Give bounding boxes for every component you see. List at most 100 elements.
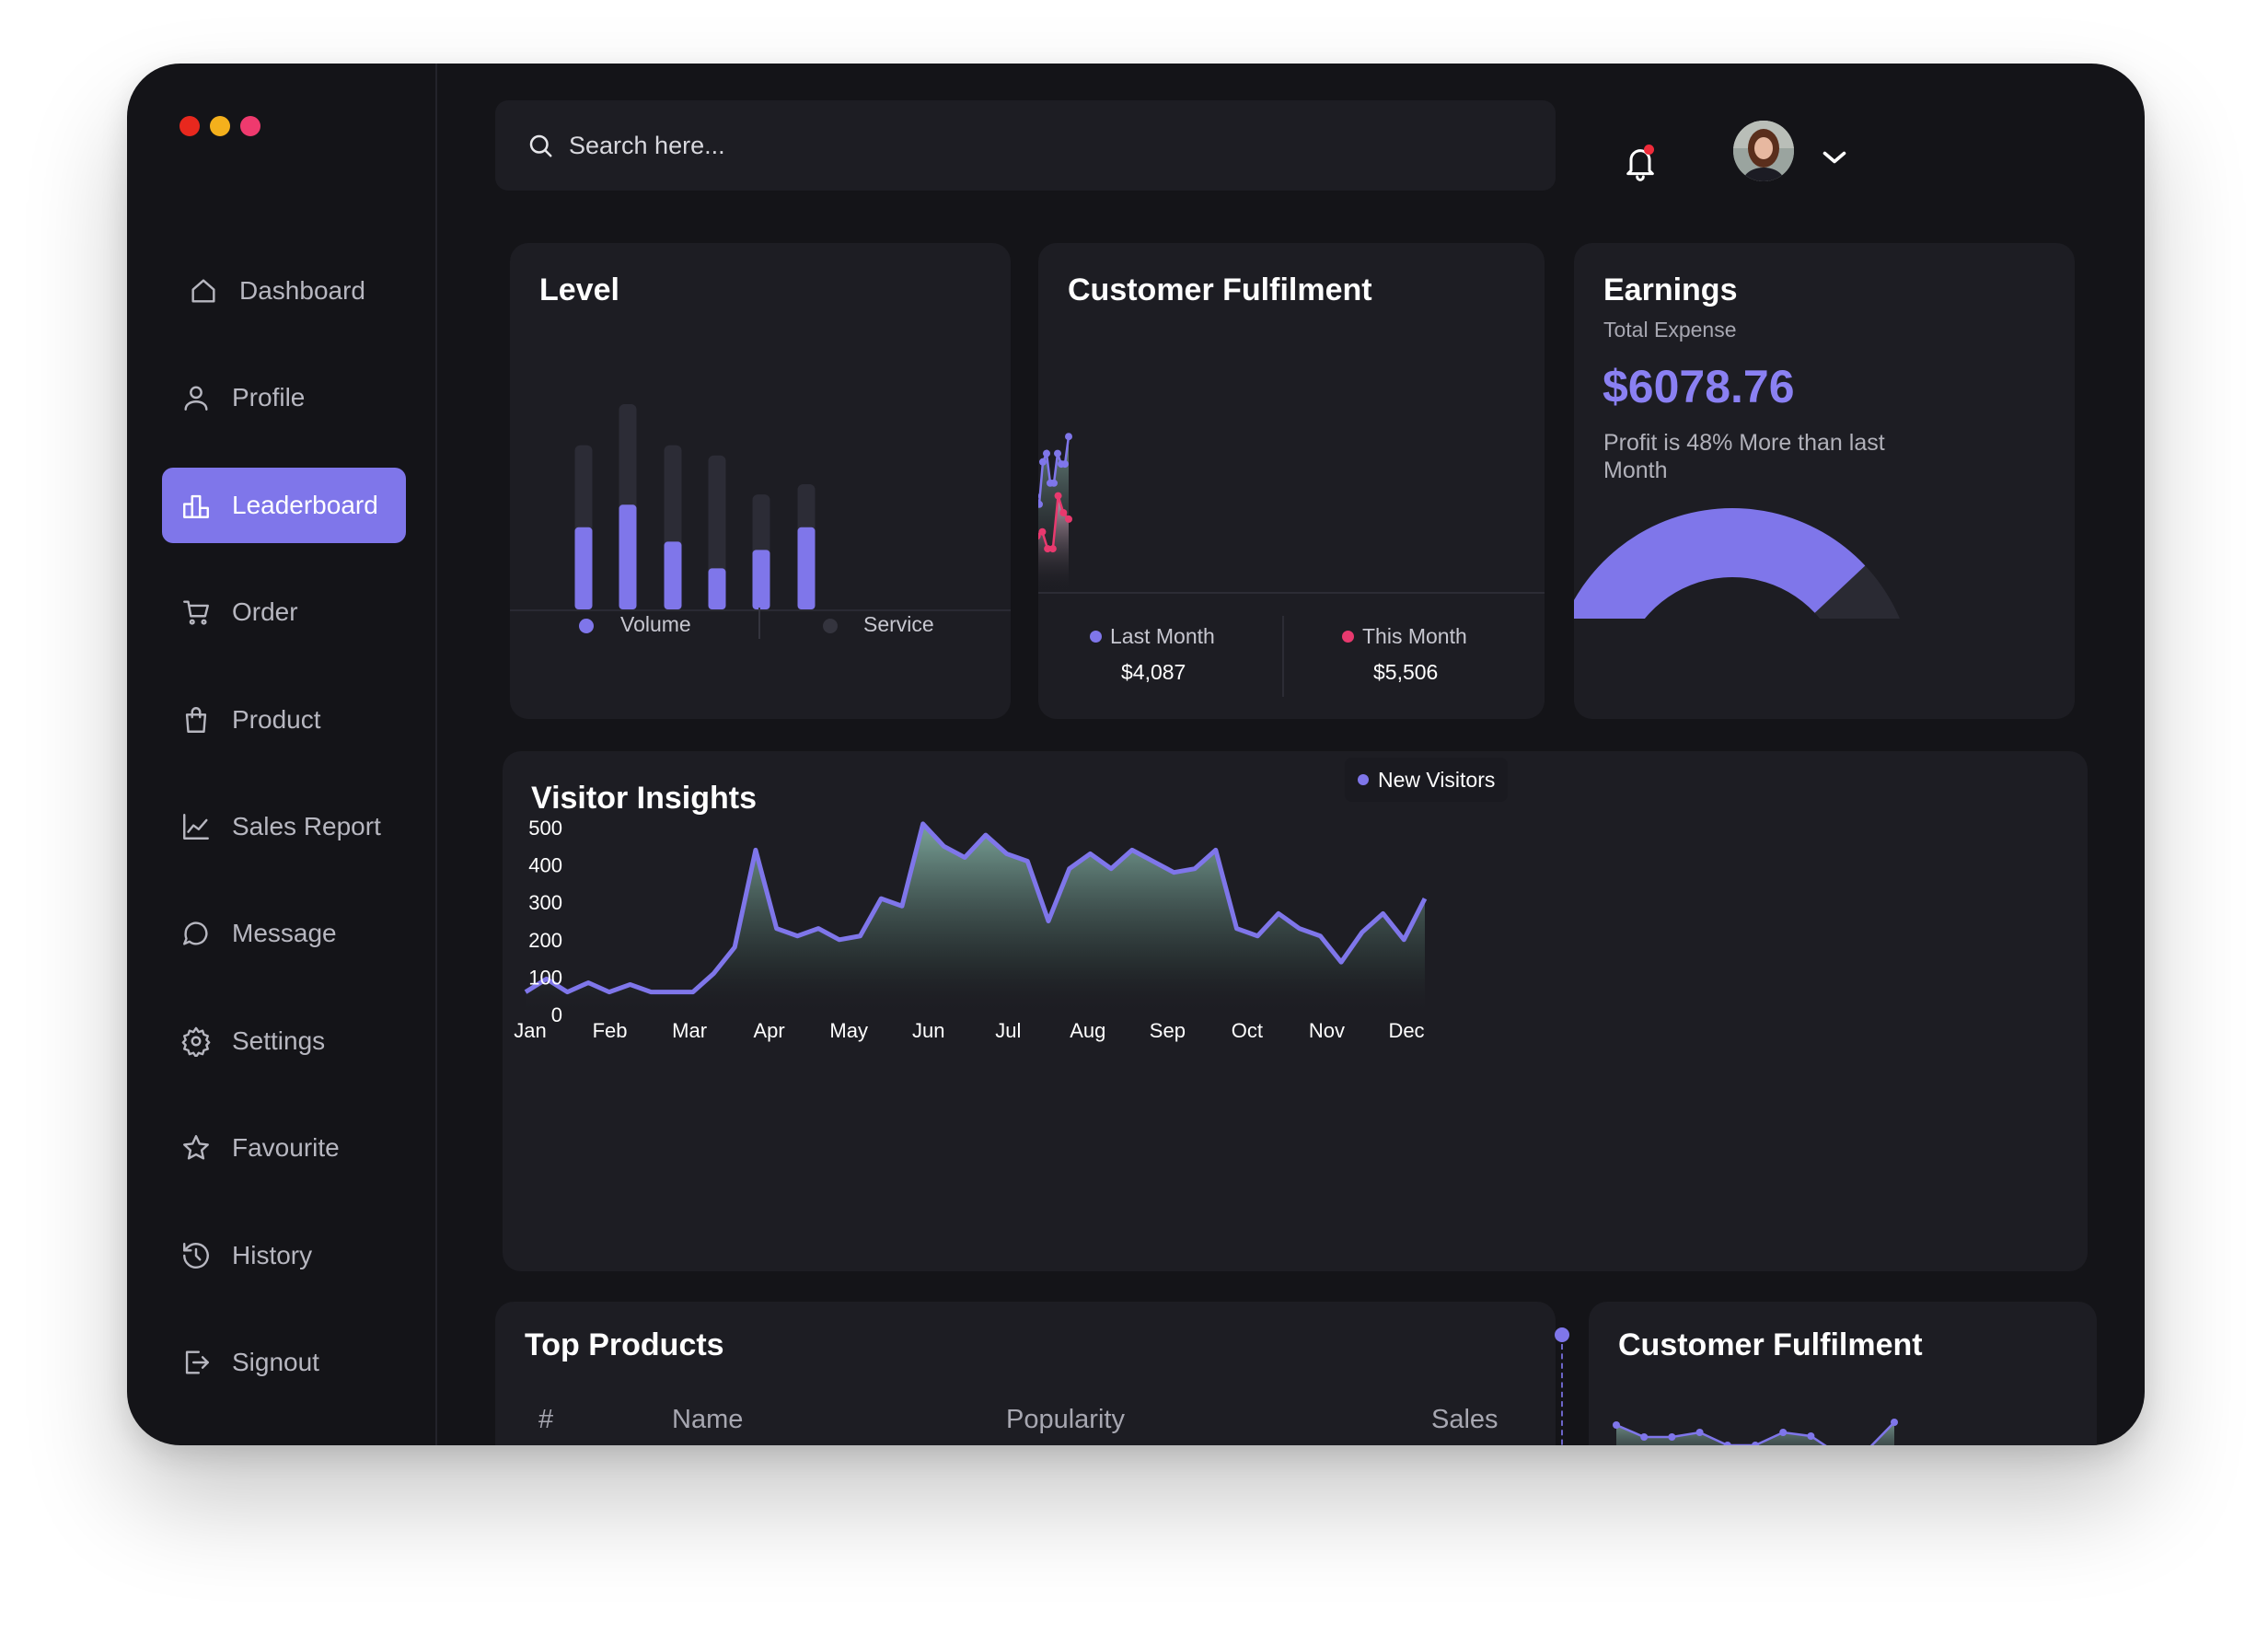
line-new-visitors [524,821,1428,995]
legend-value-this-month: $5,506 [1373,660,1439,684]
sidebar-item-dashboard[interactable]: Dashboard [162,253,406,329]
x-tick-label: Feb [593,1019,628,1042]
search-bar[interactable] [495,100,1556,191]
legend-dot-new-visitors [1358,774,1369,785]
gear-icon [181,1026,211,1057]
fulfilment-small-chart [1613,1419,1898,1445]
fulfilment-legend-last: Last Month $4,087 [1090,624,1274,685]
x-tick-label: Apr [754,1019,785,1042]
earnings-card: Earnings Total Expense $6078.76 Profit i… [1574,243,2075,719]
point-last-month [1807,1432,1815,1440]
y-tick-label: 400 [528,854,562,877]
x-tick-label: Sep [1150,1019,1186,1042]
sidebar-item-favourite[interactable]: Favourite [162,1110,406,1186]
home-icon [191,279,215,303]
sidebar-item-profile[interactable]: Profile [162,360,406,435]
top-products-title: Top Products [525,1327,724,1362]
point-last-month [1613,1421,1620,1429]
visitor-insights-title: Visitor Insights [531,781,757,816]
sidebar-item-settings[interactable]: Settings [162,1003,406,1079]
notification-button[interactable] [1622,143,1659,183]
earnings-subtitle: Total Expense [1603,318,1737,342]
x-tick-label: Jul [995,1019,1021,1042]
close-dot[interactable] [179,116,200,136]
bag-icon [185,706,207,733]
table-header: # Name Popularity Sales [495,1405,1556,1442]
sidebar-item-history[interactable]: History [162,1218,406,1293]
point-last-month [1779,1429,1788,1436]
avatar[interactable] [1733,121,1794,181]
point-this-month [1065,515,1072,523]
maximize-dot[interactable] [240,116,260,136]
leaderboard-icon [183,494,209,518]
y-tick-label: 200 [528,929,562,952]
visitor-area-chart: 0 100 200 300 400 500 Jan Feb Mar Apr May Jun Jul Aug… [514,817,1428,1042]
point-this-month [1038,532,1041,540]
visitor-insights-card: Visitor Insights New Visitors 0 100 200 300… [503,751,2088,1271]
notification-badge [1644,145,1654,155]
point-last-month [1752,1442,1759,1445]
scroll-indicator-dot[interactable] [1555,1327,1569,1342]
point-last-month [1695,1429,1704,1436]
x-tick-label: Aug [1070,1019,1105,1042]
x-tick-label: Jan [514,1019,546,1042]
fulfilment-title: Customer Fulfilment [1068,272,1372,307]
user-icon [184,386,208,411]
sidebar-item-label: Leaderboard [232,490,378,519]
sidebar-item-message[interactable]: Message [162,896,406,971]
column-header-sales: Sales [1431,1405,1498,1434]
level-title: Level [539,272,619,307]
chevron-down-icon[interactable] [1816,141,1853,174]
x-tick-label: Nov [1309,1019,1345,1042]
fulfilment-divider [1038,592,1545,594]
history-icon [183,1242,209,1269]
point-this-month [1044,545,1052,553]
sidebar-item-product[interactable]: Product [162,682,406,758]
y-tick-label: 0 [551,1003,562,1026]
column-header-index: # [538,1405,554,1434]
scroll-indicator[interactable] [1555,1327,1569,1445]
fulfilment-area-chart [1038,433,1072,591]
bar-volume [619,504,637,609]
sidebar-item-label: Dashboard [239,276,365,305]
point-last-month [1038,500,1043,508]
sidebar-item-signout[interactable]: Signout [162,1325,406,1400]
point-last-month [1038,493,1039,499]
search-input[interactable] [569,131,1397,160]
area-new-visitors [526,823,1425,1014]
legend-label-new-visitors: New Visitors [1378,767,1496,792]
column-header-name: Name [672,1405,744,1434]
point-last-month [1043,449,1050,458]
gauge-fill [1574,508,1866,619]
bar-volume [797,527,816,609]
x-tick-label: Dec [1388,1019,1424,1042]
earnings-amount: $6078.76 [1603,361,1795,412]
sidebar-item-sales-report[interactable]: Sales Report [162,789,406,864]
sidebar: Dashboard Profile Leaderboard Order Product S… [127,64,437,1445]
point-last-month [1668,1433,1676,1441]
fulfilment-legend-divider [1282,616,1284,697]
bar-volume [752,550,770,609]
point-last-month [1039,458,1047,466]
y-tick-label: 300 [528,891,562,914]
level-legend: Volume Service [510,608,1011,641]
sidebar-item-label: Order [232,597,298,627]
sidebar-item-label: Message [232,919,337,948]
sidebar-item-label: Sales Report [232,811,381,840]
sidebar-item-leaderboard[interactable]: Leaderboard [162,467,406,543]
point-last-month [1640,1433,1649,1441]
cart-icon [183,600,209,625]
fulfilment-legend-this: This Month $5,506 [1342,624,1526,685]
point-last-month [1054,449,1061,458]
legend-dot-last-month [1090,631,1102,643]
sidebar-item-order[interactable]: Order [162,574,406,650]
x-tick-label: Jun [912,1019,944,1042]
fulfilment-card: Customer Fulfilment Last Month $4,087 Th… [1038,243,1545,719]
minimize-dot[interactable] [210,116,230,136]
x-tick-label: May [829,1019,868,1042]
line-chart-icon [183,813,209,840]
legend-label-this-month: This Month [1362,624,1467,648]
sidebar-item-label: Favourite [232,1133,340,1163]
bell-icon [1626,149,1654,181]
earnings-note: Profit is 48% More than last Month [1603,430,1885,483]
